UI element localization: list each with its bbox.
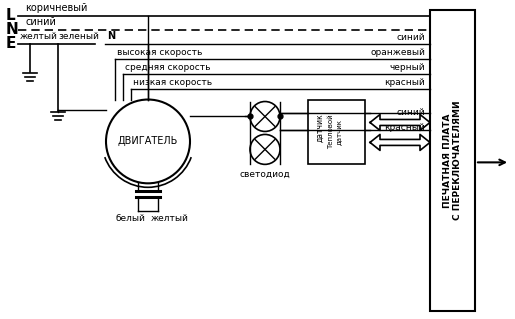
Text: черный: черный — [389, 63, 425, 71]
Text: желтый: желтый — [151, 214, 189, 223]
Text: синий: синий — [397, 108, 425, 117]
Text: коричневый: коричневый — [25, 3, 88, 13]
Text: L: L — [6, 8, 15, 23]
Text: N: N — [6, 22, 19, 37]
Text: датчик: датчик — [316, 114, 324, 142]
Text: оранжевый: оранжевый — [370, 48, 425, 57]
Text: синий: синий — [397, 33, 425, 42]
Text: красный: красный — [384, 78, 425, 86]
Text: белый: белый — [115, 214, 145, 223]
Text: ДВИГАТЕЛЬ: ДВИГАТЕЛЬ — [118, 137, 178, 146]
Text: желтый: желтый — [20, 32, 58, 41]
Text: ПЕЧАТНАЯ ПЛАТА
С ПЕРЕКЛЮЧАТЕЛЯМИ: ПЕЧАТНАЯ ПЛАТА С ПЕРЕКЛЮЧАТЕЛЯМИ — [443, 100, 462, 220]
Text: низкая скорость: низкая скорость — [133, 78, 212, 86]
Text: высокая скорость: высокая скорость — [117, 48, 202, 57]
Text: Тепловой
датчик: Тепловой датчик — [329, 115, 341, 149]
Text: красный: красный — [384, 123, 425, 132]
Text: синий: синий — [25, 17, 56, 27]
Text: светодиод: светодиод — [239, 170, 290, 179]
Text: E: E — [6, 36, 16, 51]
Bar — [430, 10, 475, 311]
Text: зеленый: зеленый — [58, 32, 99, 41]
Bar — [308, 100, 365, 164]
Text: средняя скорость: средняя скорость — [125, 63, 211, 71]
Text: N: N — [107, 31, 115, 41]
